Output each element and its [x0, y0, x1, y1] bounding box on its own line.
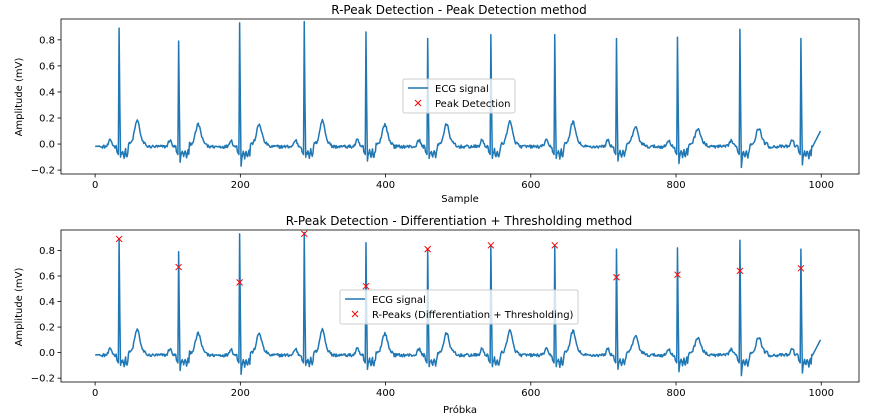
x-tick-label: 800 — [666, 388, 685, 399]
plot-area-frame — [60, 18, 860, 175]
x-tick-label: 200 — [231, 388, 250, 399]
r-peak-marker — [736, 267, 744, 275]
y-tick-label: 0.8 — [39, 35, 55, 46]
r-peak-marker — [487, 241, 495, 249]
plot-area-frame — [60, 229, 860, 383]
legend-label-r-peaks: R-Peaks (Differentiation + Thresholding) — [372, 310, 574, 321]
x-tick-label: 0 — [92, 180, 98, 191]
chart-peak-detection: R-Peak Detection - Peak Detection method… — [14, 3, 860, 205]
y-tick-label: 0.6 — [39, 271, 55, 282]
r-peak-marker — [797, 264, 805, 272]
y-axis-label: Amplitude (mV) — [14, 57, 25, 136]
ecg-signal-line — [95, 20, 822, 169]
r-peak-markers — [115, 230, 805, 290]
r-peak-marker — [300, 230, 308, 238]
r-peak-marker — [551, 241, 559, 249]
legend-frame — [339, 289, 579, 325]
x-tick-label: 200 — [231, 180, 250, 191]
r-peak-marker — [236, 279, 243, 286]
y-tick-label: 0.8 — [39, 246, 55, 257]
legend-label-signal: ECG signal — [372, 295, 426, 306]
r-peak-marker — [613, 273, 620, 281]
y-tick-label: −0.2 — [31, 374, 55, 385]
x-tick-label: 600 — [521, 388, 540, 399]
x-tick-label: 800 — [666, 180, 685, 191]
legend-label-peaks: Peak Detection — [435, 99, 511, 110]
axis-ticks: 0 200 400 600 800 1000 −0.2 0.0 0.2 0.4 0.6 0.8 — [31, 35, 834, 191]
x-tick-label: 1000 — [809, 388, 834, 399]
r-peak-marker — [115, 235, 123, 243]
x-tick-label: 0 — [92, 388, 98, 399]
x-tick-label: 1000 — [809, 180, 834, 191]
chart-differentiation-thresholding: R-Peak Detection - Differentiation + Thr… — [14, 214, 860, 416]
r-peak-marker — [175, 263, 182, 271]
r-peak-marker — [674, 271, 681, 279]
r-peak-marker — [362, 282, 370, 290]
y-tick-label: 0.0 — [39, 140, 55, 151]
legend-marker-swatch — [414, 99, 422, 107]
y-tick-label: 0.2 — [39, 323, 55, 334]
legend: ECG signal Peak Detection — [402, 78, 516, 114]
y-tick-label: 0.6 — [39, 61, 55, 72]
chart-title: R-Peak Detection - Peak Detection method — [331, 3, 587, 17]
legend-frame — [402, 78, 516, 114]
x-tick-label: 400 — [376, 180, 395, 191]
x-tick-label: 400 — [376, 388, 395, 399]
y-tick-label: 0.4 — [39, 87, 55, 98]
legend-marker-swatch — [351, 310, 359, 318]
y-tick-label: 0.4 — [39, 297, 55, 308]
y-tick-label: −0.2 — [31, 166, 55, 177]
legend-label-signal: ECG signal — [435, 84, 489, 95]
x-tick-label: 600 — [521, 180, 540, 191]
x-axis-label: Sample — [441, 194, 479, 205]
x-axis-label: Próbka — [443, 404, 477, 416]
y-axis-label: Amplitude (mV) — [14, 267, 25, 346]
ecg-signal-line — [95, 231, 822, 377]
chart-title: R-Peak Detection - Differentiation + Thr… — [286, 214, 633, 228]
y-tick-label: 0.0 — [39, 348, 55, 359]
axis-ticks: 0 200 400 600 800 1000 −0.2 0.0 0.2 0.4 0.6 0.8 — [31, 246, 834, 399]
y-tick-label: 0.2 — [39, 113, 55, 124]
legend: ECG signal R-Peaks (Differentiation + Th… — [339, 289, 579, 325]
r-peak-marker — [424, 245, 432, 253]
